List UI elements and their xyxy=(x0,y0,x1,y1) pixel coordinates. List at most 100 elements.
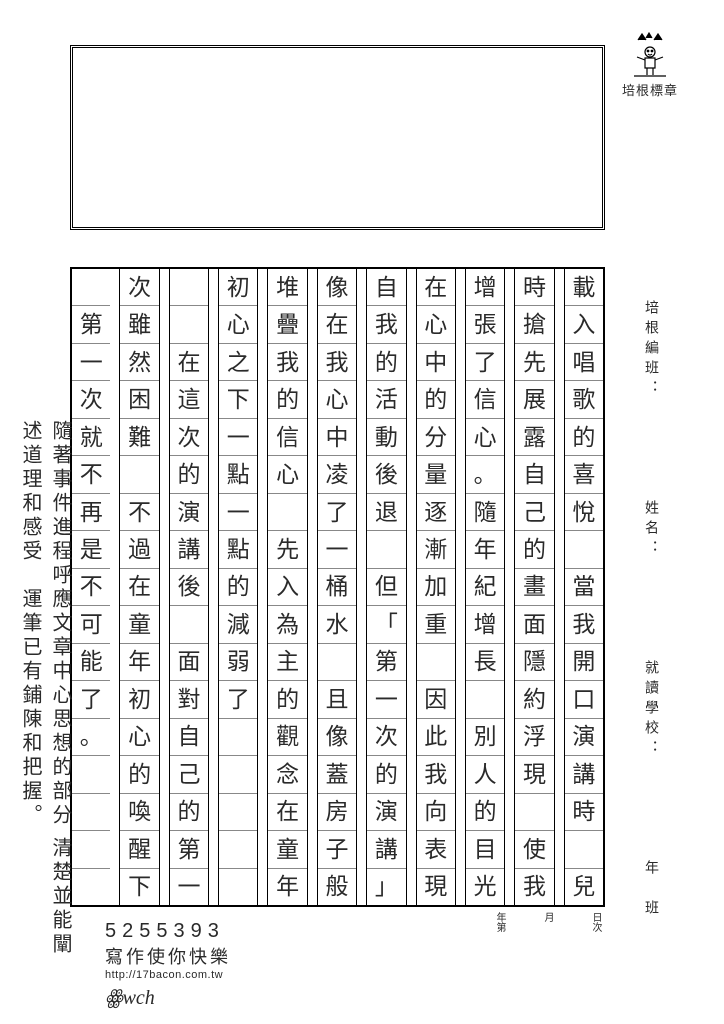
grid-cell: 然 xyxy=(120,344,158,381)
grid-cell: 在 xyxy=(120,569,158,606)
grid-gutter xyxy=(357,269,367,905)
emblem-label: 培根標章 xyxy=(620,80,680,99)
grid-cell: 了 xyxy=(72,681,110,718)
grid-cell: 時 xyxy=(515,269,553,306)
grid-cell: 不 xyxy=(72,456,110,493)
grid-cell: 己 xyxy=(170,756,208,793)
grid-cell: 的 xyxy=(565,419,603,456)
grid-cell xyxy=(170,306,208,343)
grid-cell: 點 xyxy=(219,456,257,493)
grid-cell: 第 xyxy=(72,306,110,343)
grid-cell xyxy=(417,644,455,681)
grid-cell: 演 xyxy=(170,494,208,531)
label-class: 培根編班： xyxy=(640,300,660,400)
grid-cell: 悅 xyxy=(565,494,603,531)
grid-cell xyxy=(565,531,603,568)
printed-footer: 5255393 寫作使你快樂 http://17bacon.com.tw xyxy=(105,920,231,981)
grid-cell: 。 xyxy=(72,719,110,756)
grid-cell xyxy=(565,831,603,868)
grid-cell: 增 xyxy=(466,269,504,306)
grid-cell: 蓋 xyxy=(318,756,356,793)
grid-cell: 了 xyxy=(219,681,257,718)
emblem-icon xyxy=(628,30,672,78)
grid-cell: 歌 xyxy=(565,381,603,418)
grid-cell: 使 xyxy=(515,831,553,868)
grid-cell: 心 xyxy=(417,306,455,343)
grid-cell: 此 xyxy=(417,719,455,756)
grid-cell xyxy=(170,269,208,306)
grid-column: 增張了信心。隨年紀增長別人的目光 xyxy=(466,269,505,905)
grid-cell: 漸 xyxy=(417,531,455,568)
grid-cell: 這 xyxy=(170,381,208,418)
grid-gutter xyxy=(555,269,565,905)
grid-cell: 下 xyxy=(120,869,158,905)
grid-cell: 信 xyxy=(466,381,504,418)
grid-gutter xyxy=(308,269,318,905)
grid-cell: 露 xyxy=(515,419,553,456)
grid-cell: 我 xyxy=(565,606,603,643)
grid-cell: 雖 xyxy=(120,306,158,343)
grid-cell: 我 xyxy=(515,869,553,905)
footer-slogan: 寫作使你快樂 xyxy=(105,943,231,969)
author-signature: ꙮwch xyxy=(105,985,155,1010)
grid-cell xyxy=(219,831,257,868)
grid-gutter xyxy=(160,269,170,905)
grid-cell: 疊 xyxy=(268,306,306,343)
grid-cell: 增 xyxy=(466,606,504,643)
grid-cell xyxy=(466,681,504,718)
grid-cell xyxy=(219,719,257,756)
grid-cell: 隱 xyxy=(515,644,553,681)
side-labels: 培根編班： 姓名： 就讀學校： 年 班 xyxy=(625,300,675,920)
grid-cell: 在 xyxy=(318,306,356,343)
grid-gutter xyxy=(110,269,120,905)
footer-number: 5255393 xyxy=(105,920,231,943)
grid-cell: 了 xyxy=(318,494,356,531)
grid-cell: 演 xyxy=(565,719,603,756)
grid-cell: 自 xyxy=(367,269,405,306)
grid-cell: 中 xyxy=(318,419,356,456)
grid-cell: 己 xyxy=(515,494,553,531)
grid-cell: 中 xyxy=(417,344,455,381)
grid-cell: 水 xyxy=(318,606,356,643)
grid-cell: 童 xyxy=(268,831,306,868)
grid-cell: 次 xyxy=(367,719,405,756)
teacher-note-line: 隨著事件進程呼應文章中心思想的部分 xyxy=(49,420,71,828)
grid-cell xyxy=(170,606,208,643)
grid-cell: 第 xyxy=(170,831,208,868)
grid-gutter xyxy=(456,269,466,905)
grid-cell: 光 xyxy=(466,869,504,905)
grid-cell: 表 xyxy=(417,831,455,868)
grid-cell xyxy=(318,644,356,681)
grid-cell: 子 xyxy=(318,831,356,868)
grid-cell: 入 xyxy=(268,569,306,606)
grid-column: 自我的活動後退但「第一次的演講」 xyxy=(367,269,406,905)
grid-cell: 就 xyxy=(72,419,110,456)
grid-column: 次雖然困難不過在童年初心的喚醒下 xyxy=(120,269,159,905)
grid-cell xyxy=(72,869,110,905)
grid-cell: 一 xyxy=(318,531,356,568)
grid-cell: 再 xyxy=(72,494,110,531)
grid-cell: 的 xyxy=(268,681,306,718)
grid-cell: 畫 xyxy=(515,569,553,606)
grid-cell: 後 xyxy=(170,569,208,606)
grid-gutter xyxy=(209,269,219,905)
grid-cell: 初 xyxy=(120,681,158,718)
grid-cell: 我 xyxy=(268,344,306,381)
grid-cell: 醒 xyxy=(120,831,158,868)
grid-cell xyxy=(268,494,306,531)
grid-cell: 心 xyxy=(318,381,356,418)
grid-cell: 講 xyxy=(170,531,208,568)
grid-cell xyxy=(72,794,110,831)
grid-cell: 當 xyxy=(565,569,603,606)
grid-cell: 念 xyxy=(268,756,306,793)
grid-column: 堆疊我的信心先入為主的觀念在童年 xyxy=(268,269,307,905)
grid-cell xyxy=(219,756,257,793)
grid-cell: 講 xyxy=(367,831,405,868)
grid-cell: 不 xyxy=(120,494,158,531)
teacher-margin-note: 隨著事件進程呼應文章中心思想的部分 清楚並能闡述道理和感受 運筆已有鋪陳和把握。 xyxy=(15,420,75,980)
page: 培根標章 培根編班： 姓名： 就讀學校： 年 班 載入唱歌的喜悅當我開口演講時兒… xyxy=(70,20,665,205)
grid-cell: 心 xyxy=(466,419,504,456)
label-niandi: 年第 xyxy=(492,912,507,932)
grid-cell: 加 xyxy=(417,569,455,606)
grid-cell: 時 xyxy=(565,794,603,831)
